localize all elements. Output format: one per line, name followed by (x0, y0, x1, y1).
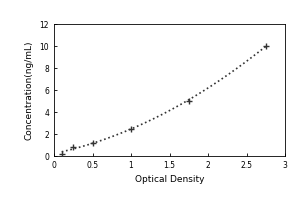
Y-axis label: Concentration(ng/mL): Concentration(ng/mL) (25, 40, 34, 140)
X-axis label: Optical Density: Optical Density (135, 175, 204, 184)
